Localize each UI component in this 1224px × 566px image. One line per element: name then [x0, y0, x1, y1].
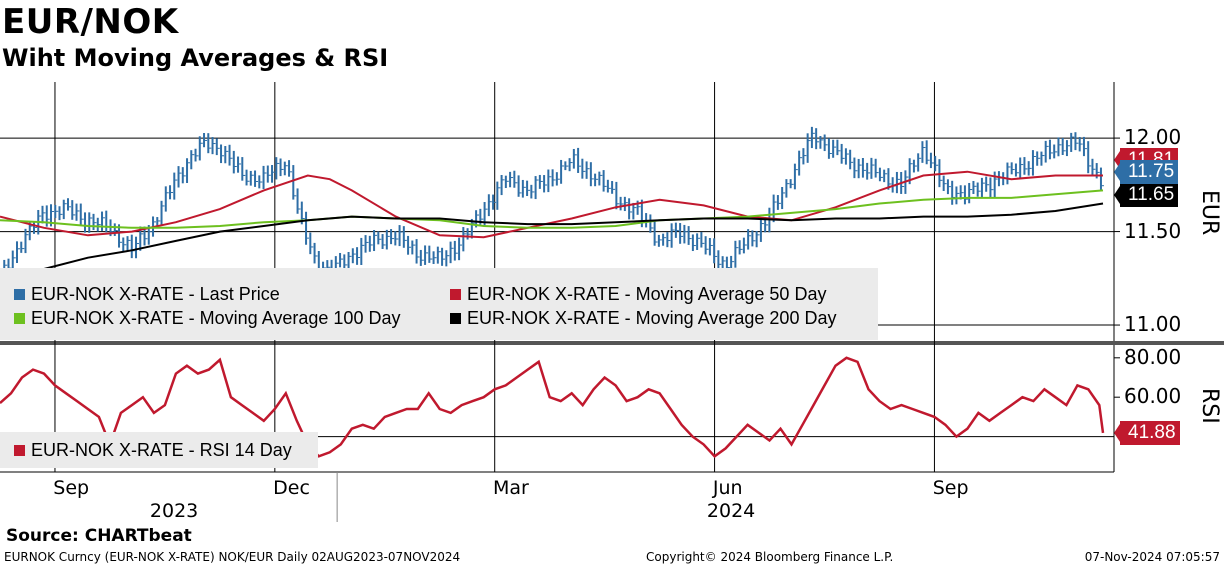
- x-year-label: 2024: [706, 500, 756, 522]
- chart-title: EUR/NOK: [2, 2, 179, 42]
- rsi-line: [0, 356, 1105, 458]
- rsi-axis-title: RSI: [1197, 388, 1222, 424]
- price-legend: EUR-NOK X-RATE - Last Price EUR-NOK X-RA…: [0, 268, 878, 340]
- ma200-value-badge: 11.65: [1120, 183, 1179, 207]
- x-year-label: 2023: [149, 500, 199, 522]
- x-month-label: Sep: [932, 477, 969, 499]
- legend-label: EUR-NOK X-RATE - Moving Average 100 Day: [31, 308, 401, 328]
- footer-copyright: Copyright© 2024 Bloomberg Finance L.P.: [646, 550, 894, 564]
- rsi-tick-label: 60.00: [1124, 384, 1182, 409]
- ma100-line: [0, 189, 1104, 229]
- rsi-legend: EUR-NOK X-RATE - RSI 14 Day: [0, 432, 318, 468]
- source-note: Source: CHARTbeat: [6, 526, 192, 546]
- last-price-badge: 11.75: [1120, 160, 1179, 184]
- legend-label: EUR-NOK X-RATE - Moving Average 200 Day: [467, 308, 837, 328]
- footer-left: EURNOK Curncy (EUR-NOK X-RATE) NOK/EUR D…: [4, 550, 461, 564]
- legend-item-ma50: EUR-NOK X-RATE - Moving Average 50 Day: [450, 284, 826, 305]
- legend-item-ma100: EUR-NOK X-RATE - Moving Average 100 Day: [14, 308, 400, 329]
- legend-swatch-icon: [450, 313, 461, 324]
- legend-label: EUR-NOK X-RATE - Moving Average 50 Day: [467, 284, 827, 304]
- legend-swatch-icon: [14, 313, 25, 324]
- footer-timestamp: 07-Nov-2024 07:05:57: [1084, 550, 1220, 564]
- x-month-label: Sep: [53, 477, 90, 499]
- legend-item-rsi: EUR-NOK X-RATE - RSI 14 Day: [14, 440, 292, 461]
- legend-item-last-price: EUR-NOK X-RATE - Last Price: [14, 284, 280, 305]
- legend-label: EUR-NOK X-RATE - RSI 14 Day: [31, 440, 292, 460]
- price-tick-label: 11.50: [1124, 218, 1182, 243]
- chart-subtitle: Wiht Moving Averages & RSI: [2, 44, 389, 72]
- legend-swatch-icon: [14, 289, 25, 300]
- ma200-line: [0, 202, 1104, 280]
- rsi-tick-label: 80.00: [1124, 344, 1182, 369]
- x-month-label: Dec: [273, 477, 310, 499]
- legend-item-ma200: EUR-NOK X-RATE - Moving Average 200 Day: [450, 308, 836, 329]
- legend-label: EUR-NOK X-RATE - Last Price: [31, 284, 280, 304]
- price-tick-label: 11.00: [1124, 312, 1182, 337]
- x-month-label: Mar: [493, 477, 529, 499]
- rsi-value-badge: 41.88: [1120, 420, 1180, 445]
- price-tick-label: 12.00: [1124, 125, 1182, 150]
- legend-swatch-icon: [14, 445, 25, 456]
- x-month-label: Jun: [712, 477, 743, 499]
- price-axis-title: EUR: [1197, 190, 1222, 236]
- legend-swatch-icon: [450, 289, 461, 300]
